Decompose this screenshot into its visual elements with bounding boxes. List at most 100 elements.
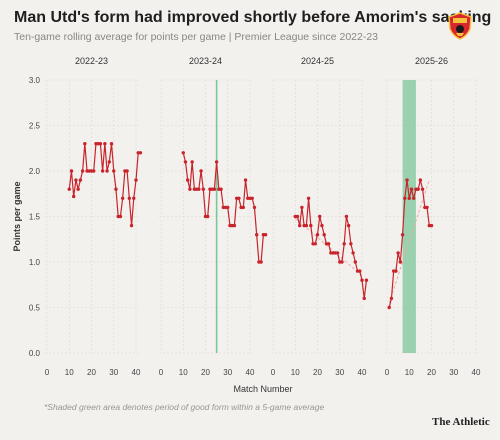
data-point bbox=[72, 194, 76, 199]
data-point bbox=[304, 223, 309, 228]
data-point bbox=[318, 214, 322, 219]
data-point bbox=[259, 260, 263, 264]
data-point bbox=[342, 242, 346, 246]
data-point bbox=[83, 142, 87, 146]
panel-2022-23: 0 10 20 30 40 2022-23 bbox=[45, 56, 143, 377]
data-point bbox=[237, 196, 241, 200]
x-tick-label: 20 bbox=[201, 368, 210, 377]
data-point bbox=[199, 169, 203, 173]
data-point bbox=[107, 160, 112, 164]
x-tick-label: 40 bbox=[246, 368, 255, 377]
data-point bbox=[360, 278, 364, 282]
data-point bbox=[252, 205, 257, 210]
x-tick-label: 10 bbox=[291, 368, 300, 377]
data-point bbox=[320, 223, 324, 228]
y-axis-label: Points per game bbox=[12, 181, 22, 251]
data-point bbox=[425, 205, 429, 210]
data-point bbox=[98, 142, 103, 146]
data-point bbox=[112, 169, 116, 173]
panel-2024-25: 0 10 20 30 40 2024-25 bbox=[271, 56, 369, 377]
data-point bbox=[300, 205, 304, 210]
y-tick-label: 0.5 bbox=[29, 304, 41, 313]
data-point bbox=[396, 251, 400, 255]
data-point bbox=[409, 187, 414, 191]
season-label: 2023-24 bbox=[189, 56, 222, 66]
data-point bbox=[100, 169, 105, 173]
y-tick-label: 1.0 bbox=[29, 258, 41, 267]
data-point bbox=[358, 269, 362, 273]
x-axis-label: Match Number bbox=[233, 384, 292, 394]
x-tick-label: 40 bbox=[132, 368, 141, 377]
x-tick-label: 30 bbox=[109, 368, 118, 377]
x-tick-label: 0 bbox=[45, 368, 50, 377]
season-label: 2025-26 bbox=[415, 56, 448, 66]
data-point bbox=[364, 278, 369, 282]
data-point bbox=[362, 296, 366, 301]
data-point bbox=[405, 178, 409, 182]
data-point bbox=[109, 142, 114, 146]
x-tick-label: 10 bbox=[405, 368, 414, 377]
data-point bbox=[420, 187, 425, 191]
data-point bbox=[226, 205, 230, 210]
data-point bbox=[351, 251, 355, 255]
x-tick-label: 30 bbox=[335, 368, 344, 377]
data-point bbox=[349, 242, 353, 246]
data-point bbox=[190, 160, 194, 164]
data-point bbox=[326, 242, 331, 246]
data-point bbox=[132, 196, 136, 200]
data-point bbox=[295, 214, 300, 219]
data-point bbox=[120, 196, 125, 200]
data-point bbox=[188, 187, 192, 191]
x-tick-label: 0 bbox=[385, 368, 390, 377]
panel-2025-26: 0 10 20 30 40 2025-26 bbox=[385, 56, 481, 377]
series-line bbox=[388, 179, 432, 308]
x-tick-label: 0 bbox=[159, 368, 164, 377]
data-point bbox=[335, 251, 340, 255]
data-point bbox=[344, 214, 349, 219]
data-point bbox=[127, 196, 132, 200]
data-point bbox=[103, 142, 107, 146]
data-point bbox=[398, 260, 403, 264]
data-point bbox=[387, 305, 391, 310]
y-tick-label: 2.5 bbox=[29, 122, 41, 131]
x-tick-label: 30 bbox=[223, 368, 232, 377]
data-point bbox=[118, 214, 123, 219]
data-point bbox=[400, 233, 405, 237]
data-point bbox=[322, 233, 326, 237]
x-tick-label: 10 bbox=[65, 368, 74, 377]
data-point bbox=[232, 223, 237, 228]
data-point bbox=[389, 296, 394, 301]
x-tick-label: 20 bbox=[313, 368, 322, 377]
x-tick-label: 10 bbox=[179, 368, 188, 377]
data-point bbox=[197, 187, 201, 191]
data-point bbox=[418, 178, 423, 182]
data-point bbox=[250, 196, 254, 200]
data-point bbox=[340, 260, 344, 264]
panel-2023-24: 0 10 20 30 40 2023-24 bbox=[159, 56, 268, 377]
y-tick-label: 1.5 bbox=[29, 213, 41, 222]
data-point bbox=[315, 233, 320, 237]
data-point bbox=[353, 260, 358, 264]
data-point bbox=[201, 187, 205, 191]
data-point bbox=[241, 205, 246, 210]
x-tick-label: 20 bbox=[427, 368, 436, 377]
season-label: 2022-23 bbox=[75, 56, 108, 66]
data-point bbox=[69, 169, 74, 173]
series-line bbox=[68, 143, 141, 226]
trend-line bbox=[388, 179, 430, 304]
data-point bbox=[181, 151, 185, 155]
data-point bbox=[214, 160, 219, 164]
y-tick-label: 3.0 bbox=[29, 76, 41, 85]
brand-logo: The Athletic bbox=[432, 416, 490, 428]
data-point bbox=[129, 223, 134, 228]
data-point bbox=[105, 169, 109, 173]
data-point bbox=[138, 151, 143, 155]
y-tick-label: 0.0 bbox=[29, 349, 41, 358]
data-point bbox=[67, 187, 71, 191]
data-point bbox=[394, 269, 398, 273]
data-point bbox=[243, 178, 248, 182]
data-point bbox=[74, 178, 78, 182]
data-point bbox=[416, 187, 420, 191]
x-tick-label: 30 bbox=[449, 368, 458, 377]
x-tick-label: 20 bbox=[87, 368, 96, 377]
